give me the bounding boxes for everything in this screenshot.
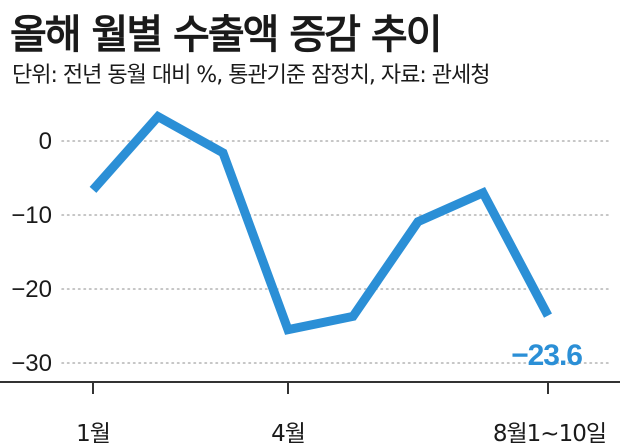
x-tick-label: 4월 xyxy=(271,421,305,447)
x-tick-labels: 1월 4월 8월1~10일 xyxy=(76,421,607,447)
x-tick-label: 1월 xyxy=(76,421,110,447)
x-tick-label: 8월1~10일 xyxy=(493,421,606,447)
grid-lines xyxy=(61,140,609,364)
x-axis xyxy=(0,381,620,394)
series-layer xyxy=(89,110,552,335)
chart-title: 올해 월별 수출액 증감 추이 xyxy=(10,12,443,58)
y-tick-label: −10 xyxy=(11,202,52,229)
y-tick-label: −20 xyxy=(11,276,52,303)
y-tick-labels: 0 −10 −20 −30 xyxy=(11,128,52,377)
y-tick-label: −30 xyxy=(11,350,52,377)
y-tick-label: 0 xyxy=(39,128,52,155)
data-label: −23.6 xyxy=(511,339,582,372)
series-line xyxy=(89,110,552,335)
chart-subtitle: 단위: 전년 동월 대비 %, 통관기준 잠정치, 자료: 관세청 xyxy=(12,63,490,88)
data-labels: −23.6 xyxy=(511,339,583,372)
